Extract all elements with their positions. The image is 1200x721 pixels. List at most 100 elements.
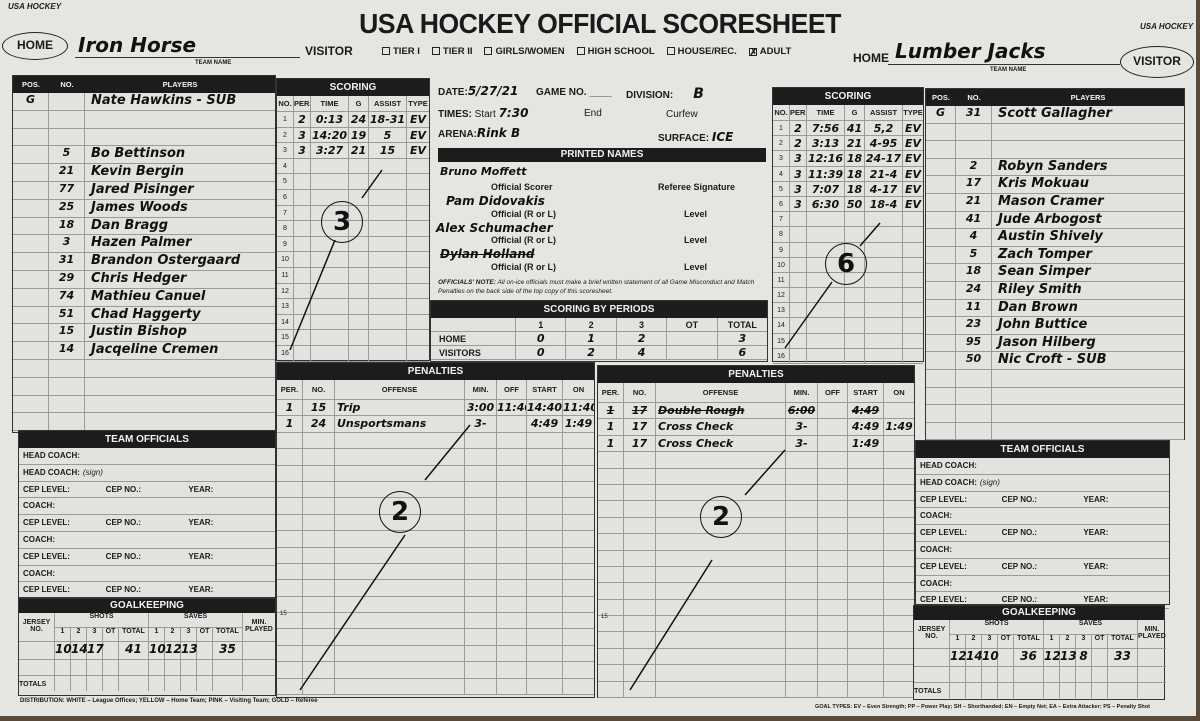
goal-time (807, 227, 845, 242)
goal-time (311, 283, 349, 299)
shots-header: SHOTS (950, 620, 1044, 634)
period-score (667, 346, 718, 359)
official-row: CEP LEVEL: CEP NO.: YEAR: (19, 515, 275, 532)
player-position (926, 281, 956, 299)
penalty-row (598, 599, 914, 617)
saves-value (1092, 648, 1108, 666)
penalty-start (848, 566, 884, 583)
goal-per (294, 158, 311, 174)
shots-value: 17 (87, 641, 104, 659)
player-position (13, 217, 49, 235)
goal-row: 12 (773, 288, 923, 304)
penalty-on (884, 616, 914, 631)
player-name (85, 129, 275, 146)
player-number: 3 (49, 235, 85, 253)
penalty-min (465, 563, 497, 580)
player-number: 18 (49, 217, 85, 235)
penalty-row (277, 662, 594, 679)
category-adult[interactable]: ✗ ADULT (748, 46, 791, 57)
player-name: Zach Tomper (998, 246, 1092, 262)
penalty-start (527, 596, 563, 613)
penalty-min (465, 580, 497, 596)
visitor-goalkeeping: GOALKEEPING JERSEY NO. SHOTS SAVES MIN. PLAY… (913, 605, 1166, 700)
penalty-start (848, 648, 884, 665)
level-label: Level (684, 235, 708, 245)
penalty-on: 11:40 (563, 401, 594, 414)
penalty-min (786, 534, 818, 550)
goal-per (294, 205, 311, 221)
total-cell (1076, 682, 1092, 698)
player-number: 29 (49, 270, 85, 288)
penalty-row (598, 517, 914, 535)
penalty-start (848, 534, 884, 550)
type-header: TYPE (903, 108, 923, 117)
penalty-min (786, 501, 818, 517)
penalty-per (598, 616, 624, 632)
category-tier-ii[interactable]: TIER II (431, 46, 472, 57)
penalty-no (624, 566, 656, 583)
goal-assist: 5,2 (865, 121, 903, 136)
category-tier-i[interactable]: TIER I (382, 46, 420, 57)
start-label: Start (474, 109, 496, 120)
checkbox-icon[interactable] (666, 47, 675, 55)
player-row: 51 Chad Haggerty (13, 306, 275, 325)
checkbox-icon[interactable] (382, 47, 390, 55)
player-number: 31 (49, 253, 85, 270)
official-row: CEP LEVEL: CEP NO.: YEAR: (19, 549, 275, 566)
penalty-min (786, 468, 818, 484)
player-name (992, 405, 1184, 422)
checkbox-icon[interactable] (484, 47, 493, 55)
player-row (926, 387, 1184, 406)
goal-time: 7:56 (807, 121, 845, 136)
player-row: 5 Bo Bettinson (13, 146, 275, 165)
penalty-on (563, 466, 594, 481)
category-high-school[interactable]: HIGH SCHOOL (576, 46, 655, 57)
goal-assist: 18-31 (369, 112, 407, 127)
goal-g (845, 333, 865, 348)
penalty-start: 4:49 (848, 419, 884, 435)
goal-time (311, 158, 349, 174)
goal-per (790, 288, 807, 303)
min-played (243, 641, 275, 659)
pos-header: POS. (22, 80, 40, 89)
checkbox-icon[interactable]: ✗ (748, 47, 758, 57)
penalty-row (277, 629, 594, 646)
penalty-start (527, 481, 563, 498)
category-house-rec-[interactable]: HOUSE/REC. (666, 46, 737, 57)
penalty-no (303, 481, 335, 498)
player-row: 95 Jason Hilberg (926, 334, 1184, 353)
goal-row: 2 3 14:20 19 5 EV (277, 127, 429, 144)
goal-g (349, 158, 369, 174)
penalty-row (598, 452, 914, 469)
player-position (13, 306, 49, 324)
goal-assist: 18-4 (865, 196, 903, 212)
goal-assist: 15 (369, 143, 407, 158)
min-played-header: MIN. PLAYED (245, 619, 273, 633)
period-header: 2 (966, 634, 982, 648)
goal-assist (865, 318, 903, 333)
penalty-row (277, 596, 594, 614)
penalty-start (527, 580, 563, 596)
checkbox-icon[interactable] (431, 47, 440, 55)
arena-label: ARENA: (438, 129, 477, 140)
player-row: G Nate Hawkins - SUB (13, 93, 275, 111)
category-girls-women[interactable]: GIRLS/WOMEN (484, 46, 565, 57)
penalty-min (465, 432, 497, 449)
penalty-no (303, 498, 335, 514)
penalty-min (786, 566, 818, 583)
player-position (926, 369, 956, 387)
goal-per (790, 257, 807, 272)
goal-row: 2 2 3:13 21 4-95 EV (773, 136, 923, 152)
official-1-name: Pam Didovakis (446, 194, 545, 208)
penalty-min (786, 517, 818, 534)
penalty-per (277, 481, 303, 498)
penalty-no (624, 517, 656, 534)
player-row: 4 Austin Shively (926, 229, 1184, 247)
penalty-off (818, 632, 848, 648)
penalty-per (277, 531, 303, 547)
penalty-no (624, 534, 656, 550)
player-name: John Buttice (998, 317, 1088, 333)
checkbox-icon[interactable] (576, 47, 585, 55)
official-row: COACH: (19, 566, 275, 583)
penalty-on (884, 649, 914, 664)
